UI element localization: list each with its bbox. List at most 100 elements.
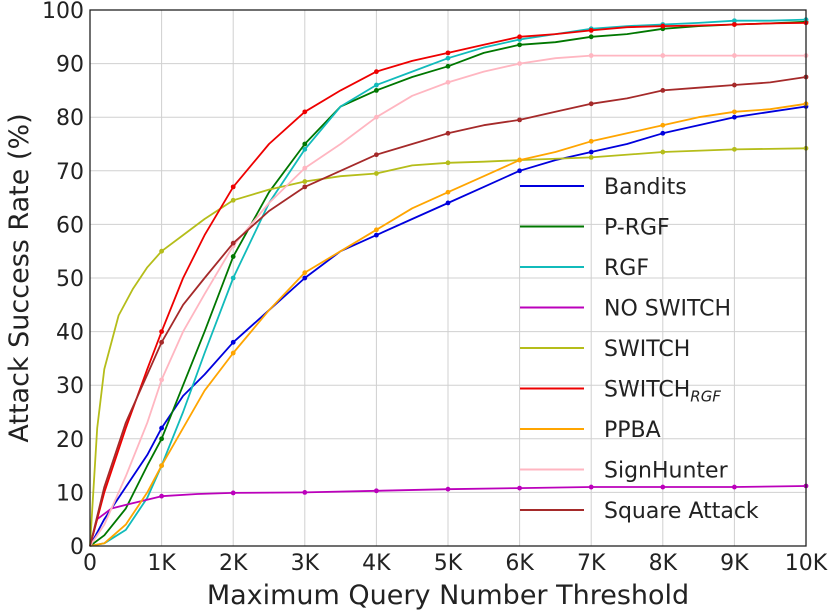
x-axis-label: Maximum Query Number Threshold xyxy=(207,580,689,610)
y-tick-label: 60 xyxy=(56,213,84,238)
data-point xyxy=(374,152,379,158)
series-no-switch xyxy=(89,483,809,547)
data-point xyxy=(159,436,165,442)
series-signhunter xyxy=(89,53,809,547)
data-point xyxy=(517,168,522,174)
data-point xyxy=(302,275,308,281)
data-point xyxy=(374,488,379,494)
series-line-switch-rgf xyxy=(89,22,807,547)
legend-label: SWITCHRGF xyxy=(604,378,721,406)
legend-item-ppba: PPBA xyxy=(520,418,661,443)
data-point xyxy=(159,493,165,499)
data-point xyxy=(445,200,451,206)
data-point xyxy=(732,109,737,115)
series-switch xyxy=(89,145,809,547)
data-point xyxy=(588,138,594,144)
data-point xyxy=(374,82,379,88)
legend-label-main: NO SWITCH xyxy=(604,297,731,322)
data-point xyxy=(660,122,666,128)
x-tick-label: 3K xyxy=(291,551,320,576)
legend-label-main: Bandits xyxy=(604,175,687,200)
legend-label: P-RGF xyxy=(604,216,670,241)
y-tick-label: 50 xyxy=(56,267,84,292)
data-point xyxy=(732,146,737,152)
legend-item-signhunter: SignHunter xyxy=(520,459,729,484)
data-point xyxy=(660,23,666,29)
data-point xyxy=(588,155,594,160)
x-tick-label: 2K xyxy=(219,551,248,576)
legend-label-main: PPBA xyxy=(604,418,661,443)
y-tick-label: 40 xyxy=(56,321,84,346)
legend-label: SWITCH xyxy=(604,337,690,362)
data-point xyxy=(732,53,737,58)
data-point xyxy=(230,254,236,259)
legend-label-main: Square Attack xyxy=(604,499,759,524)
legend-label: Bandits xyxy=(604,175,687,200)
data-point xyxy=(230,240,236,246)
data-point xyxy=(517,157,522,163)
data-point xyxy=(660,88,666,93)
legend-label-main: RGF xyxy=(604,256,649,281)
data-point xyxy=(445,55,451,61)
data-point xyxy=(660,149,666,155)
data-point xyxy=(374,171,379,176)
data-point xyxy=(302,184,308,190)
legend-label: RGF xyxy=(604,256,649,281)
series-line-square-attack xyxy=(89,76,807,547)
data-point xyxy=(588,34,594,40)
series-square-attack xyxy=(89,74,809,547)
data-point xyxy=(445,189,451,195)
data-point xyxy=(445,486,451,492)
data-point xyxy=(732,18,737,24)
x-tick-label: 8K xyxy=(649,551,678,576)
data-point xyxy=(732,22,737,27)
x-tick-label: 4K xyxy=(362,551,391,576)
y-axis-label: Attack Success Rate (%) xyxy=(4,113,35,442)
data-point xyxy=(302,165,308,171)
legend-label: SignHunter xyxy=(604,459,729,484)
data-point xyxy=(159,377,165,383)
legend-item-square-attack: Square Attack xyxy=(520,499,759,524)
data-point xyxy=(302,179,308,184)
data-point xyxy=(159,425,165,431)
legend-item-switch: SWITCH xyxy=(520,337,690,362)
legend-label-subscript: RGF xyxy=(690,388,721,406)
data-point xyxy=(302,141,308,147)
y-tick-label: 10 xyxy=(56,481,84,506)
legend-label-main: SignHunter xyxy=(604,459,729,484)
tick-labels: 0 1K 2K 3K 4K 5K 6K 7K 8K 9K 10K 0 10 20 30 40 50 60 70 80 9… xyxy=(42,0,828,576)
data-point xyxy=(588,27,594,33)
data-point xyxy=(302,109,308,115)
data-point xyxy=(230,339,236,345)
data-point xyxy=(588,149,594,155)
x-tick-label: 9K xyxy=(720,551,749,576)
data-point xyxy=(230,275,236,281)
data-point xyxy=(732,484,737,490)
series-line-bandits xyxy=(89,105,807,547)
series-line-p-rgf xyxy=(89,20,807,547)
data-point xyxy=(374,227,379,233)
data-point xyxy=(588,101,594,107)
legend-label: Square Attack xyxy=(604,499,759,524)
y-tick-label: 80 xyxy=(56,106,84,131)
legend-item-switch-rgf: SWITCHRGF xyxy=(520,378,721,406)
data-point xyxy=(230,490,236,496)
legend-label-main: SWITCH xyxy=(604,337,690,362)
data-point xyxy=(732,114,737,120)
data-point xyxy=(588,484,594,490)
plot-frame xyxy=(89,9,807,547)
legend-label: PPBA xyxy=(604,418,661,443)
series-line-signhunter xyxy=(89,54,806,547)
data-point xyxy=(660,484,666,490)
series-line-ppba xyxy=(89,102,807,547)
data-point xyxy=(230,350,236,356)
data-point xyxy=(445,50,451,56)
legend-label-main: P-RGF xyxy=(604,216,670,241)
legend: Bandits P-RGF RGF NO SWITCH SWITCH SWITCHRGF P… xyxy=(520,175,759,524)
y-tick-label: 30 xyxy=(56,374,84,399)
data-point xyxy=(517,42,522,48)
series-ppba xyxy=(89,101,809,547)
data-point xyxy=(445,63,451,69)
legend-item-rgf: RGF xyxy=(520,256,649,281)
